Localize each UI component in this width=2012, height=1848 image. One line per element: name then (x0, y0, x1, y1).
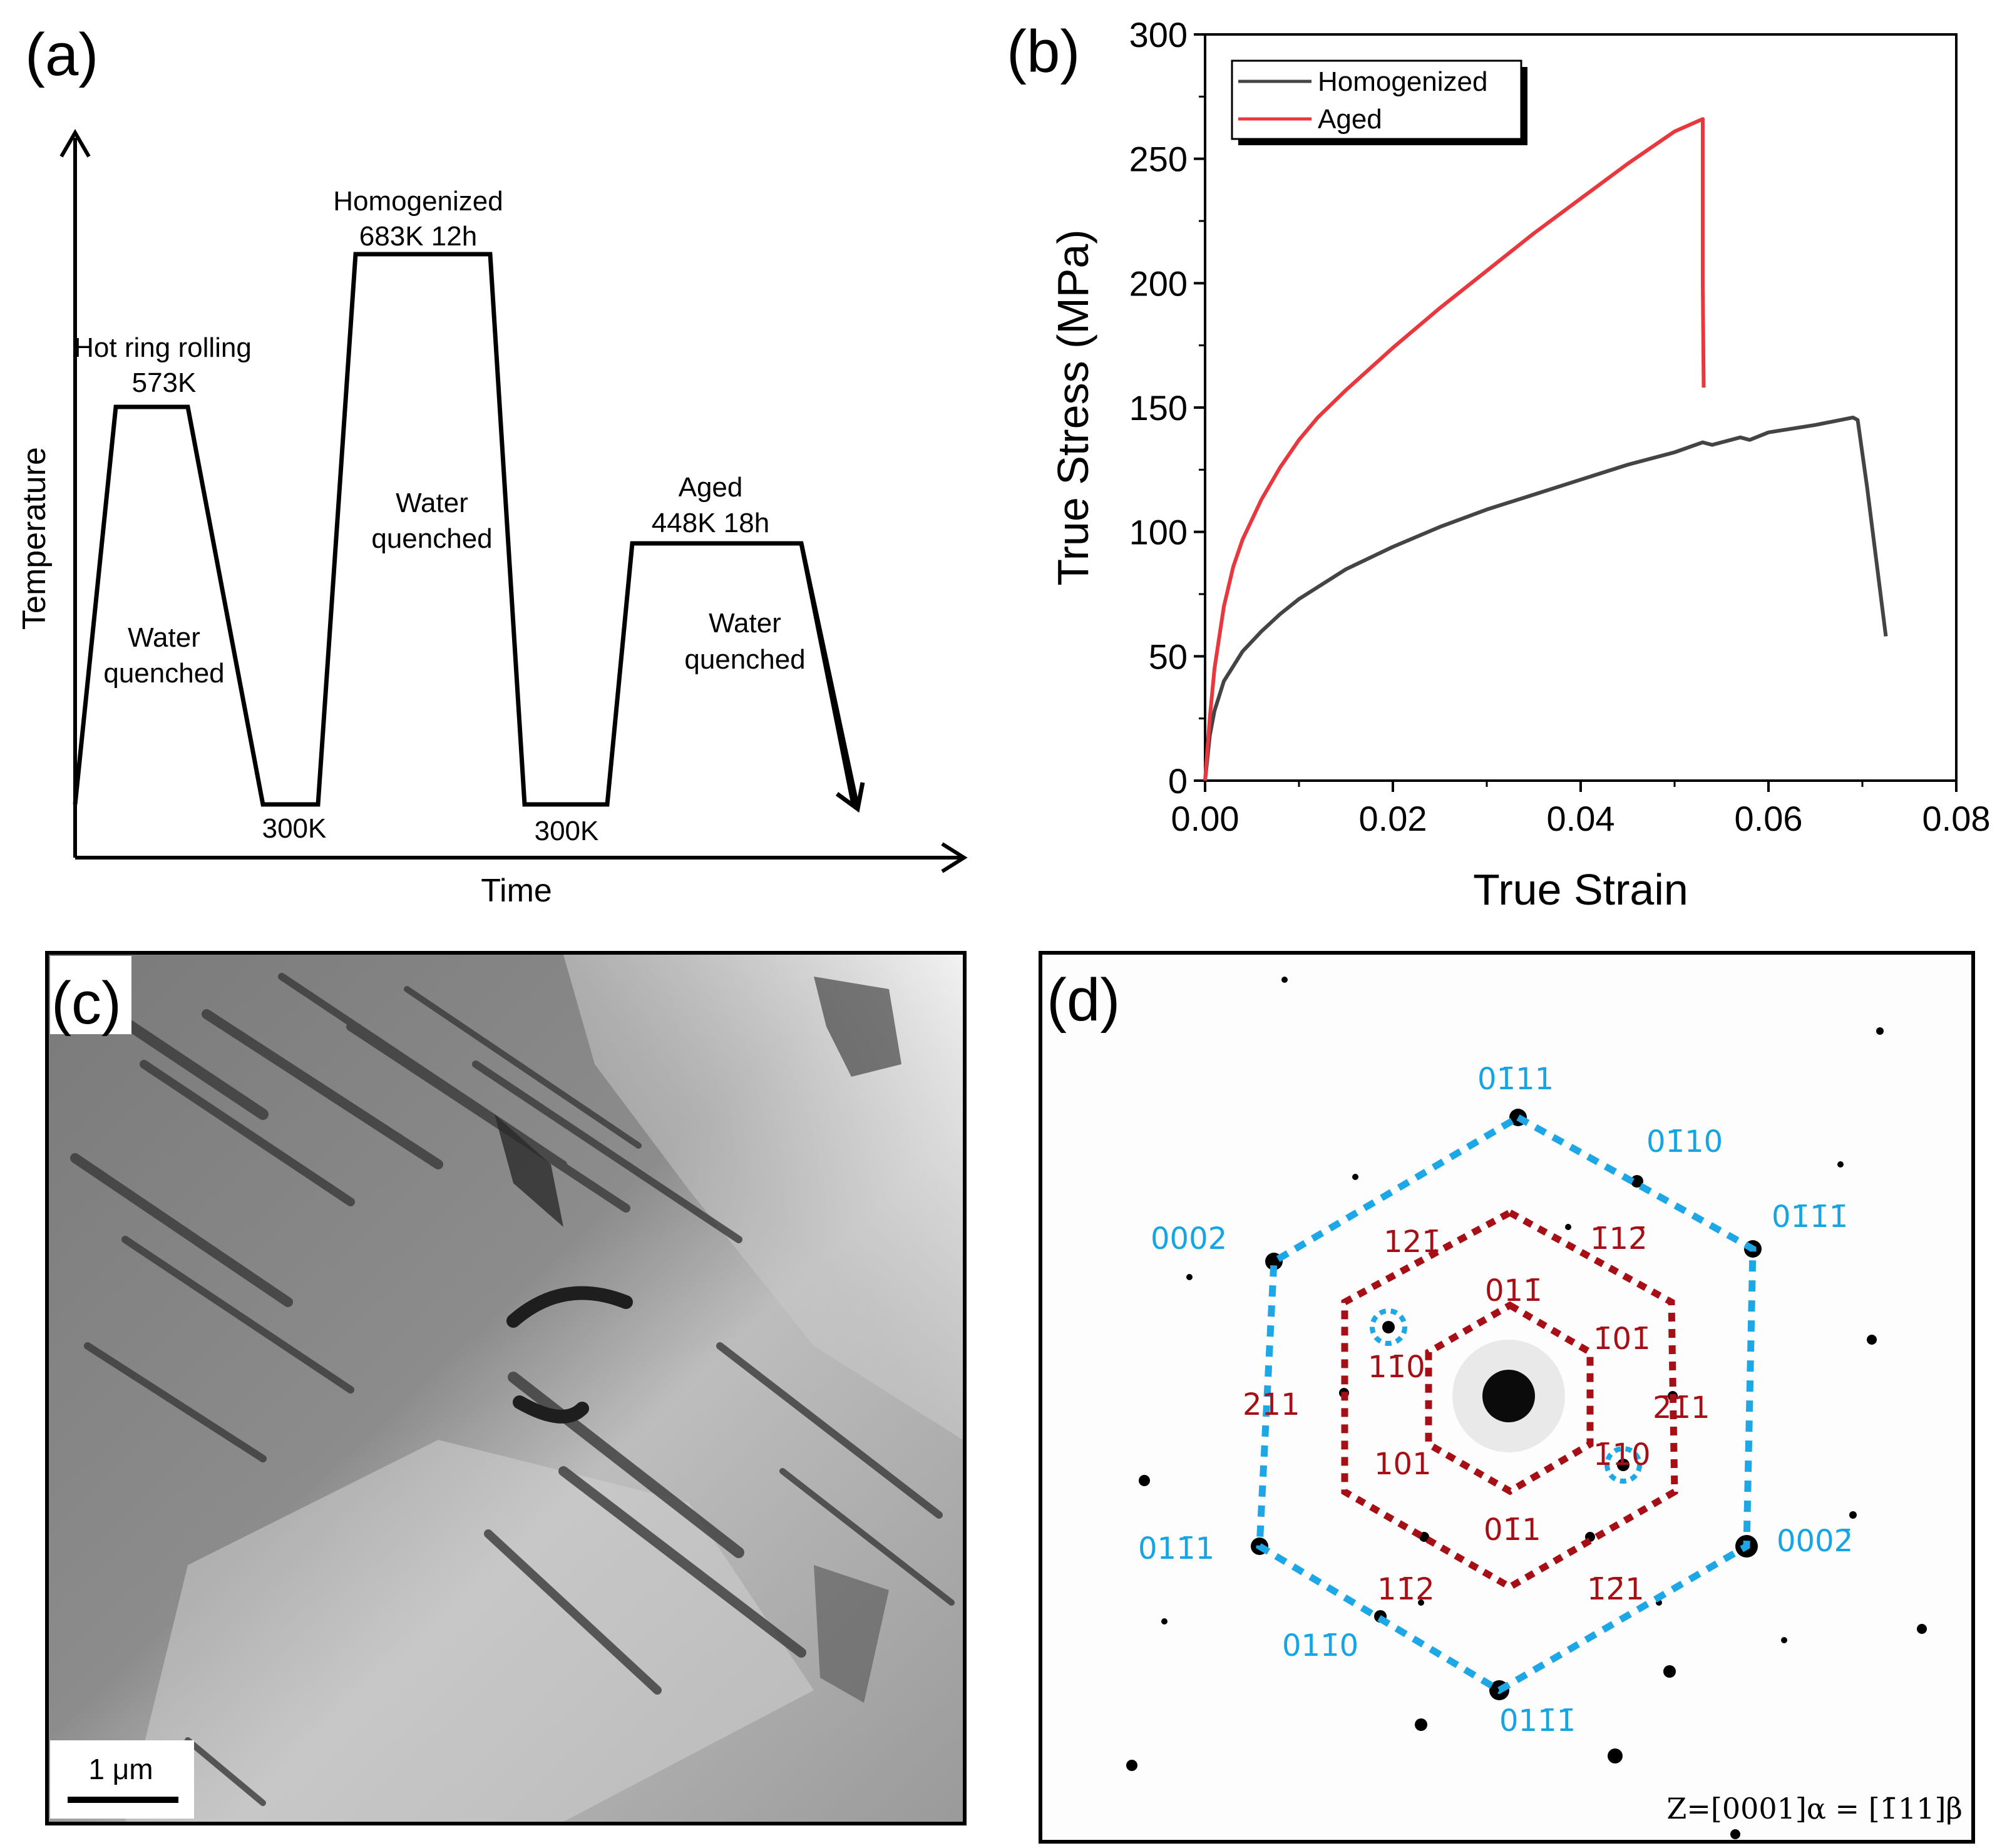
water-quench-3-line2: quenched (684, 644, 805, 675)
water-quench-2-line1: Water (396, 488, 468, 518)
alpha-index-label: 011̄1 (1138, 1531, 1214, 1566)
heat-treatment-profile (73, 252, 856, 807)
beta-index-label: 121̄ (1383, 1224, 1441, 1260)
alpha-index-label: 011̄1̄ (1499, 1703, 1576, 1738)
panel-c-frame (45, 951, 967, 1825)
x-tick-label: 0.02 (1359, 799, 1427, 838)
beta-index-label: 01̄1 (1484, 1512, 1541, 1548)
y-axis-title: True Stress (MPa) (1049, 229, 1097, 585)
x-axis-title: True Strain (1473, 865, 1688, 914)
panel-c-label-bg (50, 956, 131, 1034)
x-tick-label: 0.06 (1735, 799, 1803, 838)
series-line-homogenized (1203, 415, 1888, 781)
homogenized-condition: 683K 12h (359, 221, 477, 252)
aged-label: Aged (679, 472, 743, 503)
panel-c-label: (c) (51, 970, 121, 1037)
blue-hexagon-alpha (1256, 1113, 1757, 1695)
double-diffraction-marker-2 (1604, 1446, 1642, 1484)
panel-a-label: (a) (25, 21, 98, 88)
y-tick-label: 150 (1129, 388, 1188, 428)
beta-index-label: 211 (1243, 1387, 1300, 1422)
a-x-arrowhead (941, 842, 968, 873)
alpha-index-label: 0002 (1151, 1221, 1227, 1256)
y-tick-label: 300 (1129, 15, 1188, 54)
hot-rolling-temp: 573K (132, 367, 197, 398)
panel-b: (b) 0.00 0.02 0.04 0.06 0.08 0 50 100 150 200 250 3… (1007, 15, 1991, 914)
zone-axis-label: Z=[0001]α = [1̄11]β (1666, 1792, 1963, 1825)
beta-index-label: 1̄12̄ (1590, 1221, 1648, 1256)
scale-bar-bg (50, 1740, 194, 1819)
alpha-index-label: 01̄11 (1477, 1062, 1554, 1097)
panel-d-frame (1039, 951, 1975, 1844)
double-diffraction-marker-1 (1370, 1308, 1407, 1346)
final-quench-arrowhead (835, 782, 865, 813)
homogenized-label: Homogenized (333, 186, 503, 217)
y-tick-label: 0 (1168, 761, 1188, 801)
red-hexagon-outer (1341, 1208, 1678, 1591)
alpha-index-label: 01̄1̄1̄ (1772, 1199, 1848, 1235)
legend-label-aged: Aged (1318, 104, 1382, 135)
water-quench-1-line1: Water (128, 622, 200, 653)
water-quench-1-line2: quenched (103, 658, 224, 689)
beta-index-label: 011̄ (1485, 1273, 1542, 1308)
x-tick-label: 0.04 (1547, 799, 1615, 838)
aged-condition: 448K 18h (652, 508, 769, 538)
red-hexagon-inner (1425, 1301, 1594, 1496)
beta-index-label: 11̄0 (1368, 1350, 1425, 1385)
a-y-arrowhead (59, 129, 91, 158)
x-tick-label: 0.08 (1922, 799, 1991, 838)
b-series (1203, 117, 1888, 781)
y-tick-label: 200 (1129, 264, 1188, 303)
beta-index-label: 1̄01̄ (1593, 1322, 1651, 1357)
hot-rolling-label: Hot ring rolling (74, 332, 252, 363)
beta-index-label: 11̄2 (1377, 1572, 1435, 1607)
y-tick-label: 250 (1129, 140, 1188, 179)
panel-b-label: (b) (1007, 18, 1080, 85)
alpha-index-label: 0002̄ (1777, 1524, 1853, 1559)
final-quench-line (799, 543, 860, 808)
scale-bar-label: 1 μm (88, 1753, 153, 1785)
room-temp-2: 300K (535, 816, 599, 846)
beta-index-label: 1̄10 (1593, 1437, 1651, 1472)
b-ticks: 0.00 0.02 0.04 0.06 0.08 0 50 100 150 200 250 300 (1129, 15, 1991, 838)
room-temp-1: 300K (262, 813, 327, 844)
water-quench-2-line2: quenched (371, 523, 492, 554)
beta-index-label: 2̄1̄1 (1653, 1390, 1710, 1425)
panel-c: (c) 1 μm (45, 951, 967, 1825)
y-tick-label: 100 (1129, 513, 1188, 552)
micrograph-image (49, 955, 963, 1822)
a-y-axis-title: Temperature (16, 447, 53, 630)
panel-d-label: (d) (1047, 967, 1120, 1034)
alpha-index-label: 011̄0 (1282, 1628, 1358, 1663)
a-x-axis-title: Time (481, 873, 552, 909)
y-tick-label: 50 (1149, 637, 1188, 676)
index-labels: 01̄11 01̄10 01̄1̄1̄ 0002 0002̄ 011̄1 011̄0 011̄… (1138, 1062, 1853, 1738)
legend-box (1231, 59, 1522, 140)
alpha-index-label: 01̄10 (1646, 1124, 1723, 1159)
series-line-aged (1203, 117, 1706, 781)
beta-index-label: 1̄2̄1 (1587, 1572, 1645, 1607)
plot-frame (1204, 33, 1958, 782)
panel-a: (a) Hot ring rolling 573K Homogenized 68… (16, 21, 968, 909)
x-tick-label: 0.00 (1171, 799, 1240, 838)
panel-d: 01̄11 01̄10 01̄1̄1̄ 0002 0002̄ 011̄1 011̄0 011̄… (1039, 951, 1975, 1844)
beta-index-label: 101 (1374, 1447, 1432, 1482)
legend-label-homogenized: Homogenized (1318, 66, 1488, 97)
water-quench-3-line1: Water (709, 608, 781, 639)
